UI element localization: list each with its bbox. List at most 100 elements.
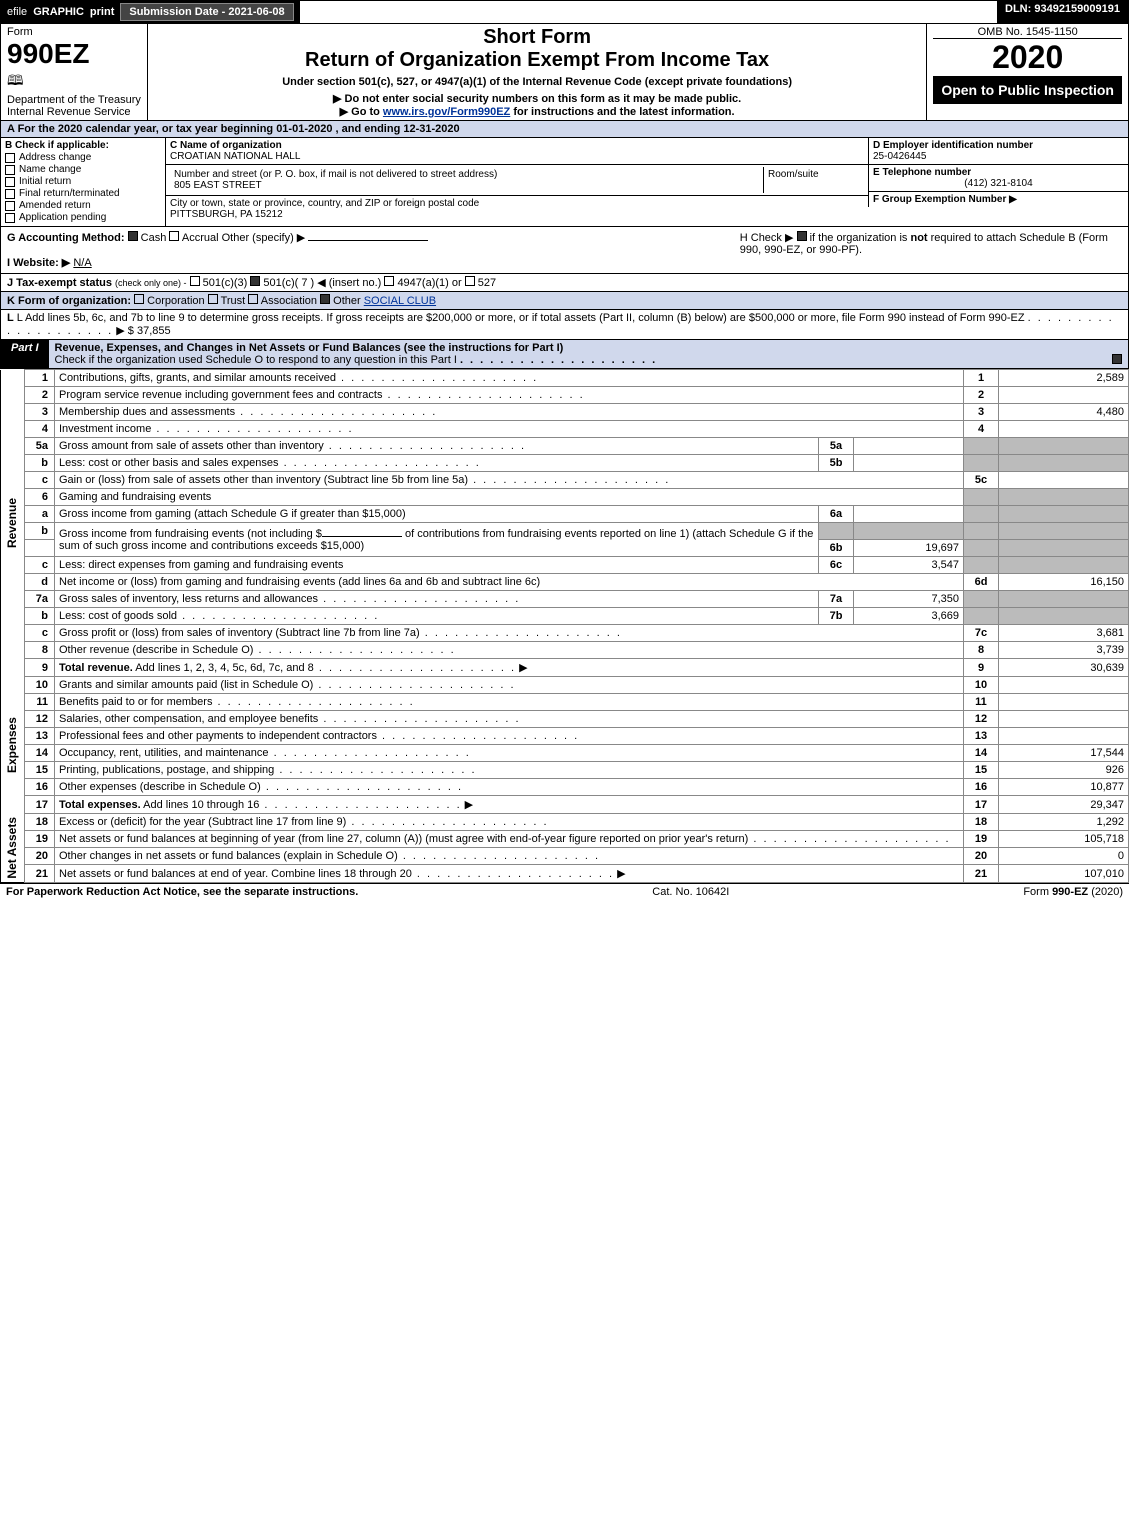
checkbox-schedule-o[interactable] (1112, 354, 1122, 364)
checkbox-application-pending[interactable] (5, 213, 15, 223)
netassets-side-label: Net Assets (5, 817, 19, 879)
table-row: 3Membership dues and assessments34,480 (1, 404, 1129, 421)
c-street-label: Number and street (or P. O. box, if mail… (174, 169, 497, 180)
top-bar: efile GRAPHIC print Submission Date - 20… (0, 0, 1129, 24)
checkbox-4947a1[interactable] (384, 276, 394, 286)
table-row: 16Other expenses (describe in Schedule O… (1, 779, 1129, 796)
footer-left: For Paperwork Reduction Act Notice, see … (6, 886, 358, 898)
f-group-label: F Group Exemption Number ▶ (873, 194, 1017, 205)
i-website-label: I Website: ▶ (7, 257, 70, 269)
line-7b-subamount: 3,669 (854, 608, 964, 625)
row-a-taxyear: A For the 2020 calendar year, or tax yea… (0, 121, 1129, 138)
table-row: 15Printing, publications, postage, and s… (1, 762, 1129, 779)
table-row: 13Professional fees and other payments t… (1, 728, 1129, 745)
table-row: 9Total revenue. Add lines 1, 2, 3, 4, 5c… (1, 659, 1129, 677)
other-org-value[interactable]: SOCIAL CLUB (364, 295, 436, 307)
part1-title: Revenue, Expenses, and Changes in Net As… (49, 340, 1128, 368)
line-2-amount (999, 387, 1129, 404)
checkbox-initial-return[interactable] (5, 177, 15, 187)
line-18-amount: 1,292 (999, 814, 1129, 831)
graphic-label: GRAPHIC (33, 6, 84, 18)
line-6b-subamount: 19,697 (854, 540, 964, 557)
subtitle-2: ▶ Do not enter social security numbers o… (154, 92, 920, 105)
table-row: 14Occupancy, rent, utilities, and mainte… (1, 745, 1129, 762)
checkbox-amended-return[interactable] (5, 201, 15, 211)
room-suite-label: Room/suite (768, 169, 819, 180)
submission-date-button[interactable]: Submission Date - 2021-06-08 (120, 3, 293, 21)
form-header: Form 990EZ 🕮 Department of the Treasury … (0, 24, 1129, 121)
section-k: K Form of organization: Corporation Trus… (0, 292, 1129, 310)
line-1-amount: 2,589 (999, 370, 1129, 387)
org-name: CROATIAN NATIONAL HALL (170, 151, 300, 162)
b-title: B Check if applicable: (5, 140, 161, 151)
checkbox-name-change[interactable] (5, 165, 15, 175)
irs-label: Internal Revenue Service (7, 106, 141, 118)
part1-label: Part I (1, 340, 49, 368)
checkbox-527[interactable] (465, 276, 475, 286)
org-street: 805 EAST STREET (174, 180, 262, 191)
dln-label: DLN: 93492159009191 (997, 1, 1128, 23)
table-row: 19Net assets or fund balances at beginni… (1, 831, 1129, 848)
section-b: B Check if applicable: Address change Na… (1, 138, 166, 226)
checkbox-accrual[interactable] (169, 231, 179, 241)
section-gh: G Accounting Method: Cash Accrual Other … (0, 227, 1129, 274)
table-row: dNet income or (loss) from gaming and fu… (1, 574, 1129, 591)
checkbox-address-change[interactable] (5, 153, 15, 163)
checkbox-association[interactable] (248, 294, 258, 304)
line-8-amount: 3,739 (999, 642, 1129, 659)
table-row: 4Investment income4 (1, 421, 1129, 438)
checkbox-trust[interactable] (208, 294, 218, 304)
subtitle-3: ▶ Go to www.irs.gov/Form990EZ for instru… (154, 105, 920, 118)
table-row: Net Assets 18Excess or (deficit) for the… (1, 814, 1129, 831)
table-row: 7aGross sales of inventory, less returns… (1, 591, 1129, 608)
checkbox-501c[interactable] (250, 276, 260, 286)
main-title: Return of Organization Exempt From Incom… (154, 49, 920, 72)
header-right: OMB No. 1545-1150 2020 Open to Public In… (926, 24, 1128, 120)
table-row: bGross income from fundraising events (n… (1, 523, 1129, 540)
form-number: 990EZ (7, 38, 141, 70)
section-l: L L Add lines 5b, 6c, and 7b to line 9 t… (0, 310, 1129, 340)
table-row: 2Program service revenue including gover… (1, 387, 1129, 404)
line-9-amount: 30,639 (999, 659, 1129, 677)
line-14-amount: 17,544 (999, 745, 1129, 762)
table-row: Expenses 10Grants and similar amounts pa… (1, 677, 1129, 694)
section-g: G Accounting Method: Cash Accrual Other … (7, 231, 732, 269)
line-13-amount (999, 728, 1129, 745)
telephone-value: (412) 321-8104 (873, 178, 1124, 189)
footer-center: Cat. No. 10642I (652, 886, 729, 898)
c-name-label: C Name of organization (170, 140, 282, 151)
tax-year: 2020 (933, 39, 1122, 76)
header-left: Form 990EZ 🕮 Department of the Treasury … (1, 24, 148, 120)
table-row: cLess: direct expenses from gaming and f… (1, 557, 1129, 574)
print-link[interactable]: print (90, 6, 114, 18)
expenses-side-label: Expenses (5, 717, 19, 773)
checkbox-cash[interactable] (128, 231, 138, 241)
page-footer: For Paperwork Reduction Act Notice, see … (0, 883, 1129, 900)
line-11-amount (999, 694, 1129, 711)
section-c: C Name of organization CROATIAN NATIONAL… (166, 138, 868, 226)
table-row: 21Net assets or fund balances at end of … (1, 865, 1129, 883)
table-row: 6Gaming and fundraising events (1, 489, 1129, 506)
checkbox-501c3[interactable] (190, 276, 200, 286)
checkbox-h[interactable] (797, 231, 807, 241)
omb-number: OMB No. 1545-1150 (933, 26, 1122, 39)
table-row: cGross profit or (loss) from sales of in… (1, 625, 1129, 642)
line-6c-subamount: 3,547 (854, 557, 964, 574)
gross-receipts-value: $ 37,855 (128, 325, 171, 337)
line-19-amount: 105,718 (999, 831, 1129, 848)
line-3-amount: 4,480 (999, 404, 1129, 421)
checkbox-final-return[interactable] (5, 189, 15, 199)
section-def: D Employer identification number 25-0426… (868, 138, 1128, 226)
line-17-amount: 29,347 (999, 796, 1129, 814)
checkbox-other-org[interactable] (320, 294, 330, 304)
ein-value: 25-0426445 (873, 151, 926, 162)
line-4-amount (999, 421, 1129, 438)
table-row: bLess: cost or other basis and sales exp… (1, 455, 1129, 472)
checkbox-corporation[interactable] (134, 294, 144, 304)
irs-link[interactable]: www.irs.gov/Form990EZ (383, 106, 510, 118)
line-6d-amount: 16,150 (999, 574, 1129, 591)
line-7a-subamount: 7,350 (854, 591, 964, 608)
short-form-title: Short Form (154, 26, 920, 49)
top-bar-left: efile GRAPHIC print Submission Date - 20… (1, 1, 300, 23)
table-row: bLess: cost of goods sold7b3,669 (1, 608, 1129, 625)
